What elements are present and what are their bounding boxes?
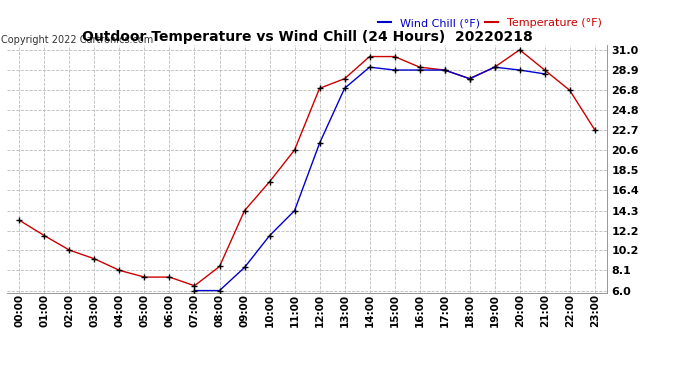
Text: Copyright 2022 Cartronics.com: Copyright 2022 Cartronics.com — [1, 35, 153, 45]
Legend: Wind Chill (°F), Temperature (°F): Wind Chill (°F), Temperature (°F) — [378, 18, 602, 28]
Title: Outdoor Temperature vs Wind Chill (24 Hours)  20220218: Outdoor Temperature vs Wind Chill (24 Ho… — [81, 30, 533, 44]
